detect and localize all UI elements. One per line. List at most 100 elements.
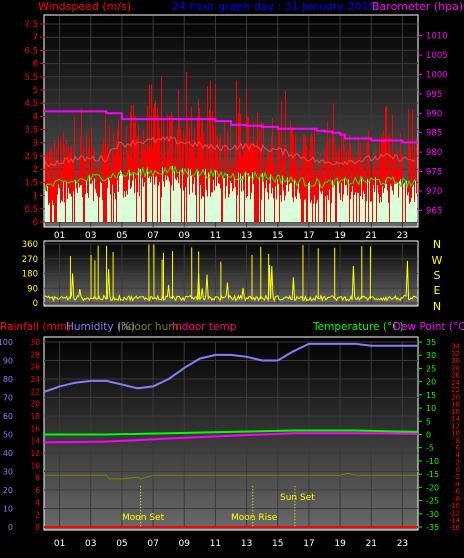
baro-tick-label: 985 — [426, 129, 442, 139]
humidity-tick-label: 30 — [3, 468, 13, 477]
dewpoint-tick-label: 18 — [451, 401, 460, 409]
humidity-tick-label: 90 — [3, 357, 13, 366]
rain-tick-label: 22 — [30, 387, 40, 396]
rain-tick-label: 18 — [30, 412, 40, 421]
direction-tick-label: 90 — [27, 284, 38, 294]
temp-tick-label: 10 — [426, 404, 436, 413]
wind-tick-label: 3.5 — [24, 126, 38, 136]
wind-tick-label: 4.5 — [24, 99, 38, 109]
rain-tick-label: 0 — [35, 523, 40, 532]
temp-tick-label: 35 — [426, 338, 436, 347]
humidity-tick-label: 70 — [3, 394, 13, 403]
wind-tick-label: 7.5 — [24, 20, 38, 30]
rain-tick-label: 6 — [35, 486, 40, 495]
wind-tick-label: 7 — [33, 33, 38, 43]
baro-tick-label: 970 — [426, 187, 442, 197]
x-tick-label-bottom: 13 — [241, 539, 252, 549]
barometer-line — [44, 110, 418, 144]
x-tick-label-bottom: 19 — [334, 539, 346, 549]
x-tick-label-bottom: 07 — [147, 539, 158, 549]
x-tick-label: 19 — [334, 231, 346, 241]
x-tick-label: 05 — [116, 231, 127, 241]
rain-tick-label: 10 — [30, 461, 40, 470]
dewpoint-tick-label: -4 — [453, 480, 461, 488]
indoor-temp-axis-title: Indoor temp — [172, 321, 237, 333]
indoor-hum-line — [44, 472, 418, 480]
baro-tick-label: 1000 — [426, 70, 448, 80]
x-tick-label: 13 — [241, 231, 252, 241]
dewpoint-tick-label: 30 — [451, 357, 460, 365]
temp-tick-label: -5 — [426, 444, 434, 453]
x-tick-label: 07 — [147, 231, 158, 241]
baro-tick-label: 980 — [426, 148, 442, 158]
dewpoint-tick-label: -10 — [449, 502, 460, 510]
wind-tick-label: 0 — [33, 218, 38, 228]
dewpoint-tick-label: -14 — [449, 517, 461, 525]
sun-set-label: Sun Set — [280, 493, 315, 503]
baro-tick-label: 1010 — [426, 32, 448, 42]
compass-n-top: N — [433, 238, 441, 251]
humidity-tick-label: 20 — [3, 486, 13, 495]
rain-tick-label: 8 — [35, 474, 40, 483]
wind-tick-label: 6.5 — [24, 46, 38, 56]
rainfall-axis-title: Rainfall (mm) — [0, 321, 71, 333]
rain-tick-label: 2 — [35, 511, 40, 520]
wind-tick-label: 5.5 — [24, 73, 38, 83]
dewpoint-tick-label: 6 — [456, 444, 461, 452]
dewpoint-tick-label: -8 — [453, 495, 460, 503]
dewpoint-tick-label: -2 — [453, 473, 460, 481]
wind-tick-label: 2 — [33, 165, 38, 175]
wind-tick-label: 5 — [33, 86, 38, 96]
dewpoint-tick-label: 2 — [456, 459, 460, 467]
x-tick-label-bottom: 21 — [366, 539, 377, 549]
temp-tick-label: -20 — [426, 483, 439, 492]
moon-rise-label: Moon Rise — [231, 513, 278, 523]
temperature-line — [44, 429, 419, 436]
x-tick-label-bottom: 17 — [303, 539, 314, 549]
dewpoint-tick-label: 14 — [451, 415, 460, 423]
temp-tick-label: -15 — [426, 470, 439, 479]
temp-tick-label: 25 — [426, 364, 436, 373]
x-tick-label: 09 — [179, 231, 191, 241]
x-tick-label-bottom: 01 — [54, 539, 65, 549]
temp-tick-label: 30 — [426, 351, 436, 360]
rain-tick-label: 4 — [35, 498, 40, 507]
dewpoint-tick-label: 12 — [451, 422, 460, 430]
humidity-tick-label: 40 — [3, 449, 13, 458]
compass-n-bottom: N — [433, 300, 441, 313]
dewpoint-tick-label: -16 — [449, 524, 461, 532]
dewpoint-tick-label: 4 — [456, 451, 461, 459]
baro-axis-title: Barometer (hpa) — [372, 0, 463, 13]
indoor-hum-axis-title: Indoor hum — [118, 321, 178, 333]
x-tick-label: 15 — [272, 231, 283, 241]
x-tick-label: 17 — [303, 231, 314, 241]
dewpoint-tick-label: 26 — [451, 372, 460, 380]
humidity-tick-label: 100 — [0, 338, 13, 347]
baro-tick-label: 975 — [426, 168, 442, 178]
temp-tick-label: -25 — [426, 497, 439, 506]
x-tick-label-bottom: 05 — [116, 539, 127, 549]
temp-tick-label: 5 — [426, 417, 431, 426]
humidity-tick-label: 0 — [8, 523, 13, 532]
x-tick-label-bottom: 09 — [179, 539, 191, 549]
dewpoint-tick-label: 34 — [451, 343, 460, 351]
humidity-tick-label: 10 — [3, 505, 13, 514]
humidity-tick-label: 50 — [3, 431, 13, 440]
dewpoint-tick-label: 20 — [451, 393, 460, 401]
compass-w: W — [432, 254, 443, 267]
rain-tick-label: 30 — [30, 338, 40, 347]
direction-tick-label: 180 — [22, 270, 38, 280]
dewpoint-tick-label: 0 — [456, 466, 460, 474]
compass-e: E — [434, 284, 441, 297]
x-tick-label: 23 — [397, 231, 408, 241]
x-tick-label: 03 — [85, 231, 96, 241]
baro-tick-label: 1005 — [426, 51, 448, 61]
dewpoint-tick-label: 24 — [451, 379, 460, 387]
humidity-line — [43, 342, 418, 393]
dewpoint-axis-title: Dew Point (°C) — [393, 321, 464, 333]
temp-tick-label: 20 — [426, 378, 436, 387]
average-line — [44, 165, 416, 191]
x-tick-label-bottom: 11 — [210, 539, 221, 549]
baro-tick-label: 990 — [426, 109, 442, 119]
